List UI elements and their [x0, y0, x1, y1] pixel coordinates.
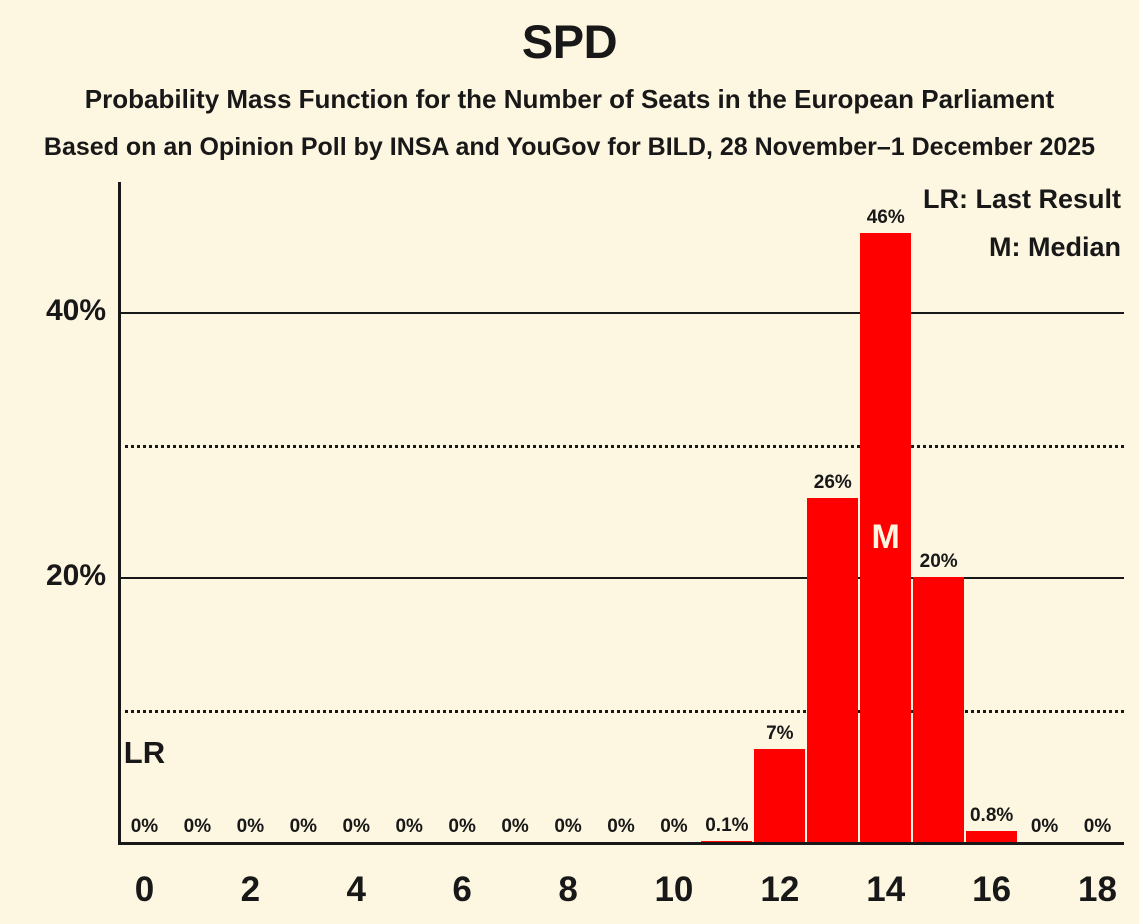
legend-median: M: Median [989, 232, 1121, 262]
bar-value-label-seat-13: 26% [813, 471, 852, 493]
y-axis-tick-20: 20% [45, 559, 106, 592]
gridline-40pct [118, 312, 1124, 314]
bar-seat-15[interactable] [913, 577, 965, 842]
x-axis-tick-16: 16 [972, 870, 1012, 909]
bar-seat-13[interactable] [807, 497, 859, 842]
y-axis-line [118, 182, 121, 845]
x-axis-tick-2: 2 [240, 870, 261, 909]
bar-value-label-seat-1: 0% [183, 816, 212, 837]
bar-value-label-seat-10: 0% [660, 816, 688, 837]
x-axis-tick-8: 8 [558, 870, 578, 909]
page-title: SPD [521, 15, 618, 68]
bar-value-label-seat-0: 0% [130, 816, 159, 837]
bar-value-label-seat-11: 0.1% [705, 814, 749, 836]
x-axis-tick-4: 4 [346, 870, 366, 909]
plot-area: 0% 0% 0% 0% 0% 0% 0% 0% 0% 0% 0% 0.1% 7% 26% 46% 20% 0.8… [118, 182, 1124, 845]
bar-value-label-seat-6: 0% [448, 816, 476, 837]
median-marker: M [871, 518, 900, 557]
bar-value-label-seat-16: 0.8% [969, 805, 1014, 827]
chart-subtitle: Probability Mass Function for the Number… [84, 84, 1055, 114]
chart-source: Based on an Opinion Poll by INSA and You… [43, 133, 1096, 161]
x-axis-tick-18: 18 [1078, 870, 1117, 909]
y-axis-tick-40: 40% [45, 294, 106, 327]
bar-value-label-seat-9: 0% [607, 816, 635, 837]
bar-value-label-seat-7: 0% [501, 816, 529, 837]
x-axis-tick-0: 0 [134, 870, 155, 909]
bar-value-label-seat-15: 20% [919, 551, 958, 572]
bar-seat-16[interactable] [966, 831, 1018, 842]
bar-value-label-seat-5: 0% [395, 816, 423, 837]
bar-value-label-seat-12: 7% [766, 723, 794, 745]
bar-value-label-seat-18: 0% [1083, 816, 1112, 837]
x-axis-tick-14: 14 [866, 870, 906, 909]
last-result-marker: LR [123, 735, 166, 770]
gridline-10pct [118, 709, 1124, 713]
x-axis-tick-6: 6 [452, 870, 472, 909]
gridline-30pct [118, 444, 1124, 448]
bar-value-label-seat-4: 0% [342, 816, 370, 837]
bar-value-label-seat-8: 0% [554, 816, 582, 837]
bar-value-label-seat-3: 0% [289, 816, 318, 837]
x-axis-tick-12: 12 [760, 870, 800, 909]
bar-seat-12[interactable] [754, 749, 806, 842]
bar-value-label-seat-14: 46% [866, 206, 905, 228]
bar-value-label-seat-17: 0% [1030, 816, 1059, 837]
legend-last-result: LR: Last Result [922, 184, 1121, 214]
gridline-20pct [118, 577, 1124, 579]
bar-seat-14[interactable] [860, 232, 912, 842]
x-axis-tick-10: 10 [654, 870, 694, 909]
bar-value-label-seat-2: 0% [236, 816, 265, 837]
x-axis-line [118, 842, 1124, 845]
bar-seat-11[interactable] [701, 840, 753, 842]
